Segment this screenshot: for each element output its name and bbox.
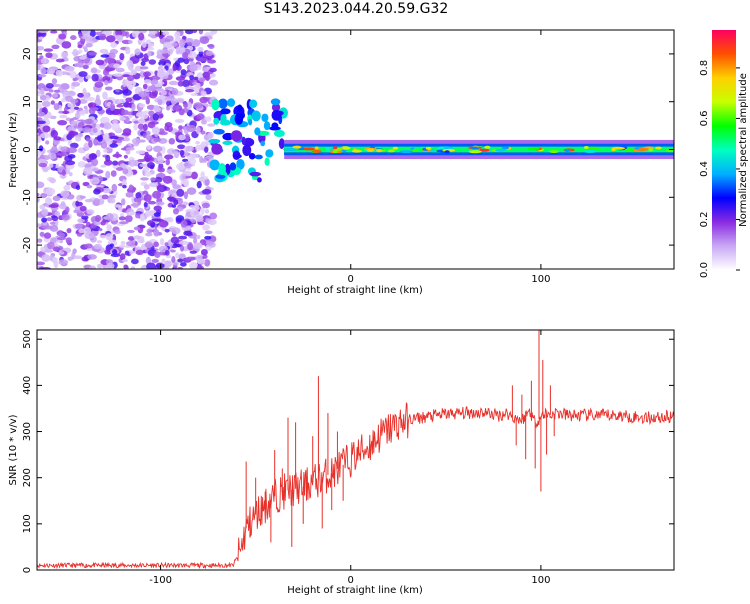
snr-xtick-label-2: 100 (531, 575, 550, 586)
snr-xlabel: Height of straight line (km) (287, 585, 423, 596)
snr-xtick-label-0: -100 (149, 575, 172, 586)
heatmap-region-0 (37, 30, 219, 269)
figure-title: S143.2023.044.20.59.G32 (263, 1, 449, 17)
snr-plot: -100 0 100 0 100 200 300 400 500 Height of strai… (8, 329, 675, 596)
colorbar-gradient (712, 30, 736, 270)
snr-ylabel: SNR (10 * v/v) (8, 414, 19, 485)
colorbar-tick-label-4: 0.8 (699, 60, 710, 76)
heatmap-xtick-label-0: -100 (149, 274, 172, 285)
heatmap-ytick-label-0: -20 (22, 237, 33, 253)
colorbar-tick-label-3: 0.6 (699, 110, 710, 126)
heatmap-xtick-label-1: 0 (348, 274, 354, 285)
colorbar-tick-label-1: 0.2 (699, 212, 710, 228)
snr-ytick-label-1: 100 (22, 514, 33, 533)
heatmap-ylabel: Frequency (Hz) (8, 112, 19, 188)
snr-series-line (37, 402, 674, 570)
heatmap-ytick-label-4: 20 (22, 48, 33, 61)
colorbar-tick-label-0: 0.0 (699, 262, 710, 278)
snr-frame (36, 329, 675, 571)
snr-ytick-label-5: 500 (22, 330, 33, 349)
heatmap-ytick-label-1: -10 (22, 189, 33, 205)
snr-ytick-label-4: 400 (22, 376, 33, 395)
colorbar: 0.0 0.2 0.4 0.6 0.8 Normalized spectral ampl… (699, 30, 749, 278)
snr-ytick-label-2: 200 (22, 468, 33, 487)
heatmap-region-2 (283, 139, 674, 160)
snr-xtick-label-1: 0 (348, 575, 354, 586)
colorbar-label: Normalized spectral amplitude (738, 73, 749, 227)
heatmap-xtick-label-2: 100 (531, 274, 550, 285)
snr-ytick-label-3: 300 (22, 422, 33, 441)
colorbar-tick-label-2: 0.4 (699, 161, 710, 177)
heatmap-ytick-label-2: 0 (22, 146, 33, 152)
snr-ytick-label-0: 0 (22, 567, 33, 573)
heatmap-ytick-label-3: 10 (22, 95, 33, 108)
heatmap-xlabel: Height of straight line (km) (287, 285, 423, 296)
heatmap-region-1 (208, 98, 288, 183)
